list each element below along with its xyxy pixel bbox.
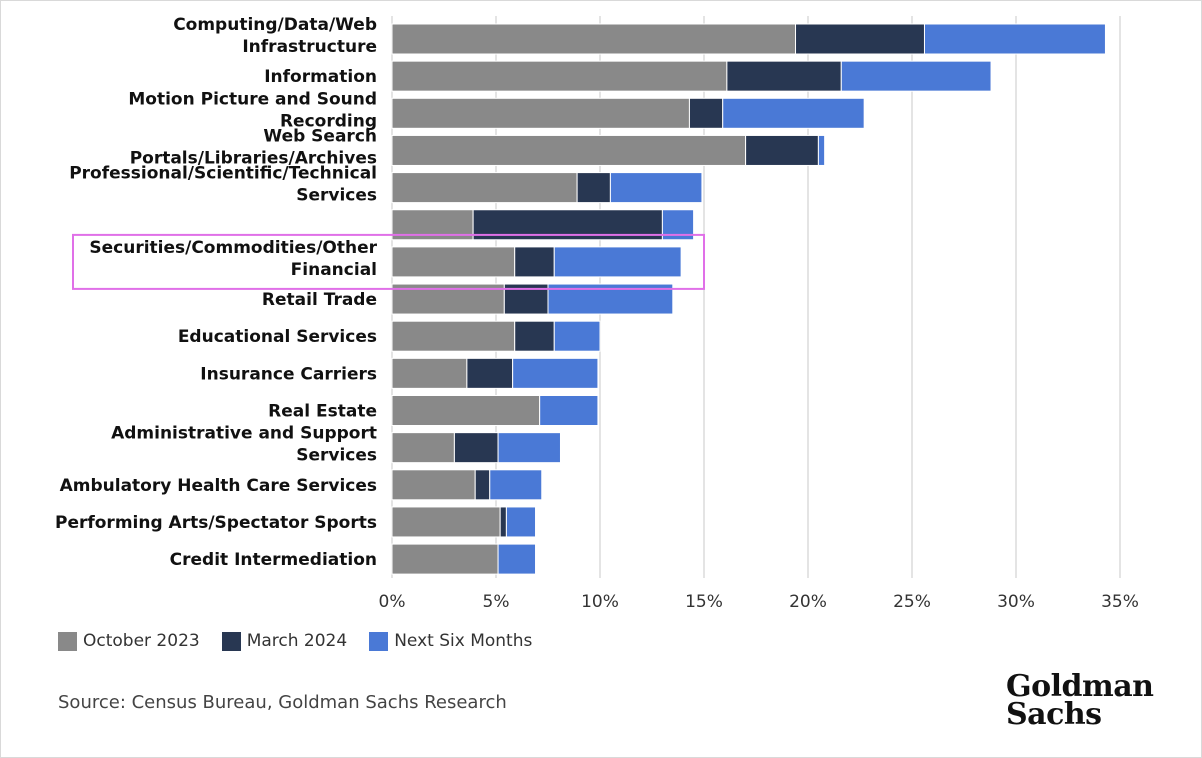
bar-segment-march-2024: [453, 432, 499, 464]
x-tick-label: 5%: [483, 592, 510, 612]
legend-label: Next Six Months: [394, 631, 533, 651]
bar-segment-march-2024: [688, 97, 724, 129]
category-label: Retail Trade: [262, 290, 377, 310]
bar-segment-march-2024: [514, 246, 555, 278]
bar-segment-march-2024: [466, 357, 514, 389]
highlight-box: [72, 233, 705, 290]
category-label-line: Securities/Commodities/Other: [89, 238, 377, 258]
legend-swatch-march-2024: [221, 631, 241, 651]
category-label-line: Ambulatory Health Care Services: [60, 476, 377, 496]
category-label: Securities/Commodities/Other Financial: [89, 238, 377, 280]
legend-item-next-six-months: Next Six Months: [369, 631, 532, 651]
category-label: Real Estate: [268, 402, 377, 422]
bar-segment-march-2024: [726, 60, 842, 92]
bars: [391, 23, 1106, 575]
category-label-line: Motion Picture and Sound: [128, 89, 377, 109]
category-label-line: Services: [296, 186, 377, 206]
bar-segment-next-six-months: [609, 172, 703, 204]
category-label-line: Performing Arts/Spectator Sports: [55, 513, 377, 533]
x-tick-label: 25%: [893, 592, 931, 612]
bar-segment-next-six-months: [497, 543, 537, 575]
bar-segment-october-2023: [391, 543, 499, 575]
category-label-line: Infrastructure: [242, 37, 377, 57]
category-label: Motion Picture and Sound Recording: [128, 89, 377, 131]
category-label-line: Web Search: [263, 126, 377, 146]
category-label: Insurance Carriers: [200, 364, 377, 384]
bar-segment-next-six-months: [722, 97, 865, 129]
legend-label: March 2024: [246, 631, 348, 651]
bar-segment-march-2024: [514, 320, 555, 352]
x-tick-label: 30%: [997, 592, 1035, 612]
legend-item-march-2024: March 2024: [221, 631, 348, 651]
category-label-line: Educational Services: [178, 327, 377, 347]
category-label-line: Insurance Carriers: [200, 364, 377, 384]
bar-segment-october-2023: [391, 432, 455, 464]
bar-segment-october-2023: [391, 395, 541, 426]
category-label: Credit Intermediation: [170, 550, 377, 570]
goldman-sachs-logo: Goldman Sachs: [1006, 669, 1154, 732]
category-label-line: Professional/Scientific/Technical: [69, 164, 377, 184]
legend-item-october-2023: October 2023: [58, 631, 200, 651]
bar-segment-next-six-months: [923, 23, 1106, 55]
bar-segment-october-2023: [391, 172, 578, 204]
bar-segment-next-six-months: [539, 395, 599, 426]
bar-segment-october-2023: [391, 97, 690, 129]
bar-segment-next-six-months: [497, 432, 561, 464]
bar-segment-next-six-months: [840, 60, 992, 92]
bar-segment-next-six-months: [817, 134, 826, 166]
x-tick-label: 20%: [789, 592, 827, 612]
x-tick-label: 10%: [581, 592, 619, 612]
bar-segment-october-2023: [391, 60, 728, 92]
bar-segment-october-2023: [391, 23, 797, 55]
x-tick-label: 0%: [379, 592, 406, 612]
x-tick-label: 15%: [685, 592, 723, 612]
bar-segment-october-2023: [391, 469, 476, 501]
category-label-line: Services: [296, 446, 377, 466]
category-label: Information: [264, 67, 377, 87]
logo-line-2: Sachs: [1006, 697, 1102, 732]
legend: October 2023 March 2024 Next Six Months: [58, 631, 532, 651]
bar-segment-next-six-months: [553, 246, 682, 278]
category-label: Educational Services: [178, 327, 377, 347]
bar-segment-march-2024: [474, 469, 491, 501]
legend-label: October 2023: [83, 631, 200, 651]
bar-segment-march-2024: [499, 506, 507, 538]
bar-segment-next-six-months: [512, 357, 599, 389]
bar-segment-march-2024: [576, 172, 611, 204]
category-label: Administrative and Support Services: [111, 424, 377, 466]
category-label: Ambulatory Health Care Services: [60, 476, 377, 496]
bar-segment-next-six-months: [489, 469, 543, 501]
bar-segment-october-2023: [391, 134, 747, 166]
bar-segment-october-2023: [391, 357, 468, 389]
category-label: Performing Arts/Spectator Sports: [55, 513, 377, 533]
legend-swatch-october-2023: [58, 631, 77, 651]
category-label: Professional/Scientific/Technical Service…: [69, 164, 377, 206]
category-label-line: Computing/Data/Web: [173, 15, 377, 35]
bar-segment-march-2024: [745, 134, 819, 166]
bar-segment-next-six-months: [553, 320, 601, 352]
category-labels: Computing/Data/Web Infrastructure Informat…: [55, 15, 378, 570]
x-tick-label: 35%: [1101, 592, 1139, 612]
highlight-layer: [72, 233, 705, 290]
category-label-line: Financial: [291, 260, 377, 280]
category-label-line: Administrative and Support: [111, 424, 377, 444]
category-label-line: Real Estate: [268, 402, 377, 422]
legend-swatch-next-six-months: [369, 631, 389, 651]
category-label-line: Information: [264, 67, 377, 87]
category-label-line: Recording: [280, 111, 377, 131]
stacked-bar-chart: Computing/Data/Web Infrastructure Informat…: [55, 15, 1139, 612]
category-label-line: Portals/Libraries/Archives: [130, 148, 377, 168]
category-label-line: Retail Trade: [262, 290, 377, 310]
bar-segment-october-2023: [391, 506, 501, 538]
bar-segment-next-six-months: [505, 506, 537, 538]
logo-line-1: Goldman: [1006, 669, 1154, 704]
category-label: Computing/Data/Web Infrastructure: [173, 15, 377, 57]
bar-segment-october-2023: [391, 246, 516, 278]
category-label-line: Credit Intermediation: [170, 550, 377, 570]
bar-segment-october-2023: [391, 320, 516, 352]
category-label: Web Search Portals/Libraries/Archives: [130, 126, 377, 168]
bar-segment-march-2024: [795, 23, 925, 55]
x-axis-ticks: 0% 5% 10% 15% 20% 25% 30% 35%: [379, 592, 1139, 612]
source-note: Source: Census Bureau, Goldman Sachs Res…: [58, 692, 507, 713]
